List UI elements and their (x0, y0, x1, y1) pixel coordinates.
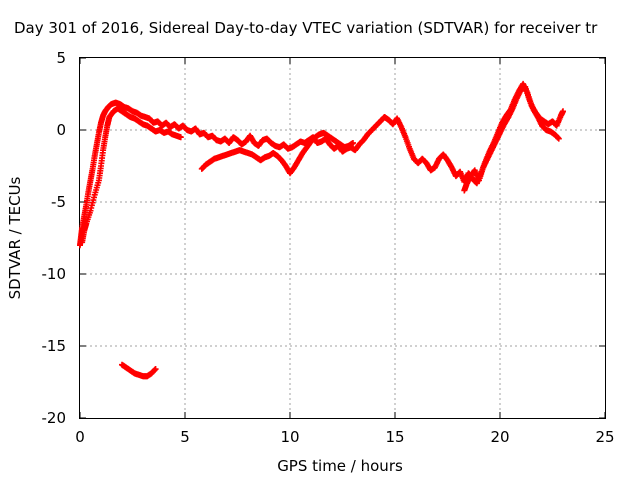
series-2 (79, 105, 184, 246)
y-tick-label: -10 (42, 265, 67, 283)
series-5 (119, 361, 159, 380)
x-tick-label: 5 (180, 428, 190, 446)
x-tick-label: 15 (385, 428, 404, 446)
series-4 (461, 83, 562, 194)
data-point (560, 108, 566, 115)
x-tick-label: 25 (595, 428, 614, 446)
grid-lines (80, 58, 605, 418)
data-points (77, 80, 566, 380)
series-3 (198, 129, 356, 177)
x-tick-label: 20 (490, 428, 509, 446)
y-tick-label: -20 (42, 409, 67, 427)
y-tick-label: 5 (56, 49, 66, 67)
x-axis-title: GPS time / hours (277, 457, 403, 475)
y-tick-label: -15 (42, 337, 67, 355)
y-tick-label: -5 (51, 193, 66, 211)
data-point (177, 134, 184, 141)
data-point (350, 139, 356, 146)
series-1 (77, 80, 566, 249)
plot-border (79, 57, 606, 419)
axis-ticks: 0 5 10 15 20 25 -20 -15 -10 -5 0 5 (42, 49, 615, 446)
x-tick-label: 10 (280, 428, 299, 446)
y-axis-title: SDTVAR / TECUs (6, 176, 24, 299)
data-point (152, 366, 159, 373)
chart-title: Day 301 of 2016, Sidereal Day-to-day VTE… (14, 19, 598, 37)
data-point (555, 135, 562, 142)
x-tick-label: 0 (75, 428, 85, 446)
y-tick-label: 0 (56, 121, 66, 139)
